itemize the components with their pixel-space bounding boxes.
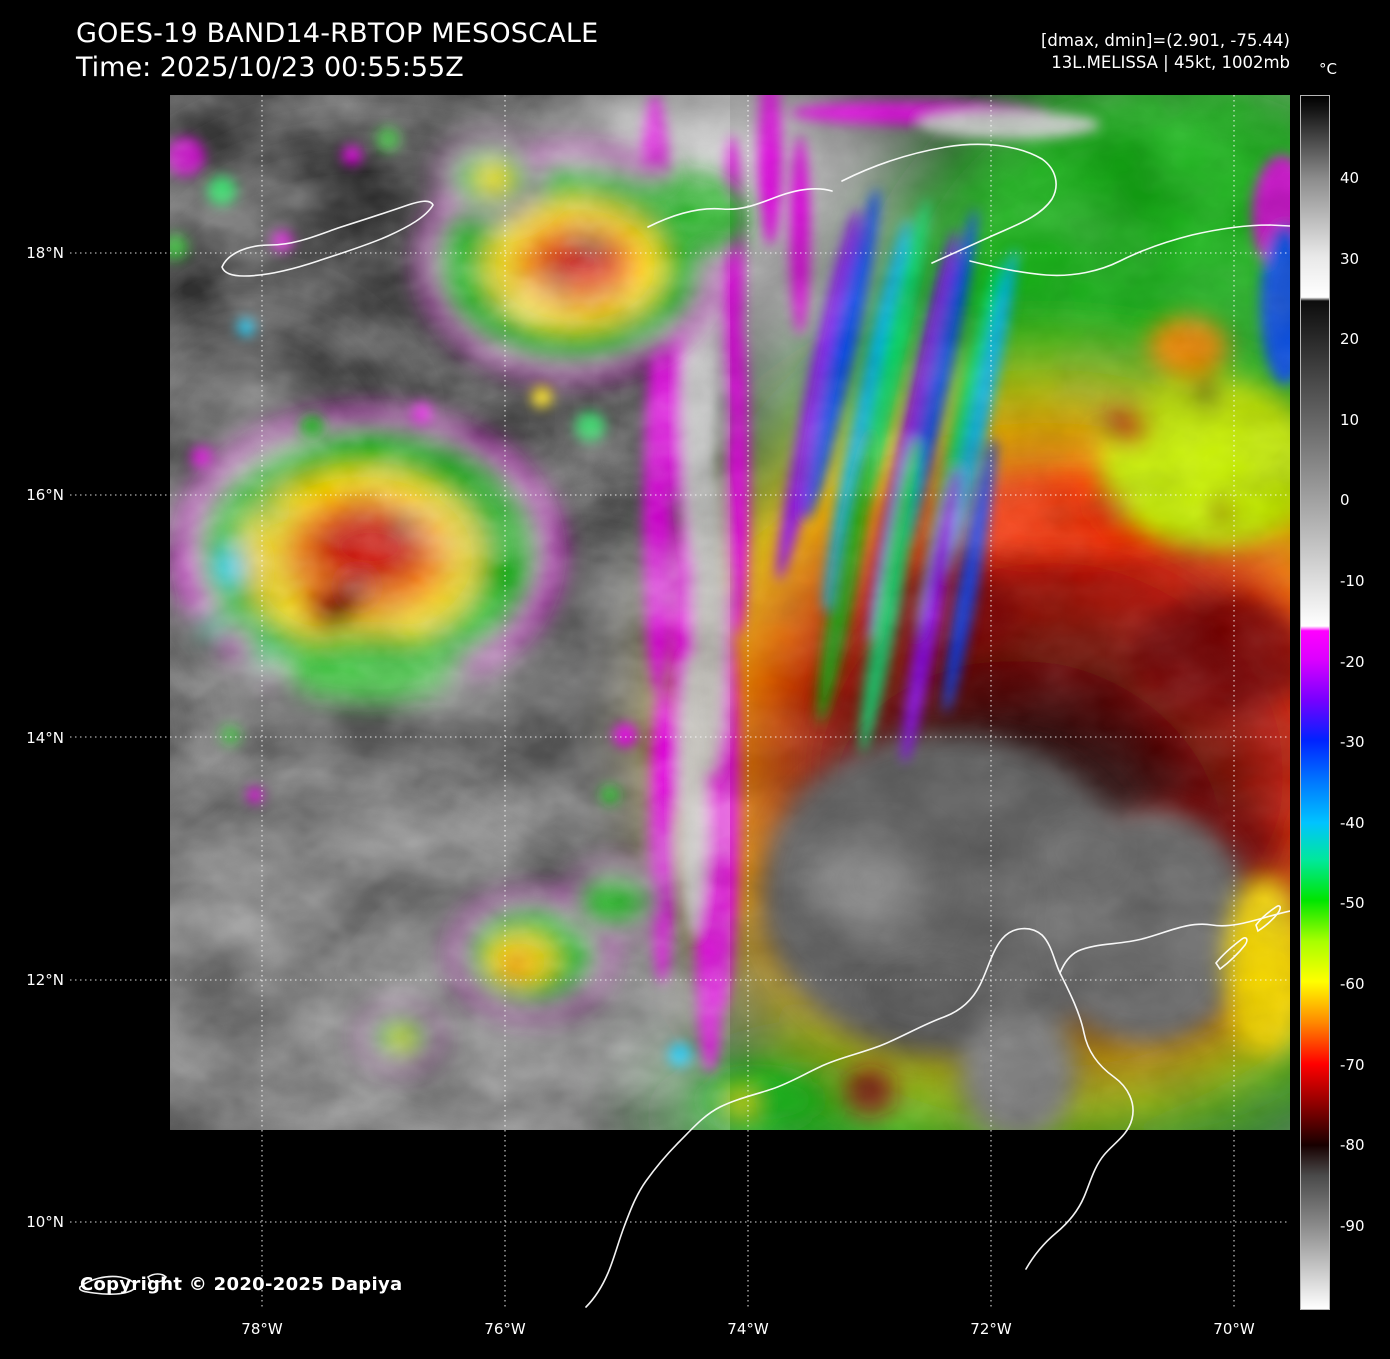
page-title: GOES-19 BAND14-RBTOP MESOSCALE bbox=[76, 18, 599, 49]
header-right: [dmax, dmin]=(2.901, -75.44) 13L.MELISSA… bbox=[1041, 30, 1290, 74]
colorbar-tick-label: -90 bbox=[1340, 1216, 1365, 1235]
colorbar-tick-label: -50 bbox=[1340, 894, 1365, 913]
header-left: GOES-19 BAND14-RBTOP MESOSCALE Time: 202… bbox=[76, 18, 598, 84]
colorbar-tick-label: -60 bbox=[1340, 975, 1365, 994]
timestamp: Time: 2025/10/23 00:55:55Z bbox=[76, 52, 464, 83]
lon-label: 72°W bbox=[970, 1320, 1012, 1338]
colorbar-tick-label: -40 bbox=[1340, 813, 1365, 832]
colorbar-unit: °C bbox=[1319, 60, 1337, 78]
colorbar-tick-label: -30 bbox=[1340, 733, 1365, 752]
lat-label: 16°N bbox=[26, 486, 64, 505]
lat-label: 12°N bbox=[26, 970, 64, 989]
colorbar-tick-label: -80 bbox=[1340, 1136, 1365, 1155]
satellite-data-area bbox=[170, 95, 1290, 1130]
dmax-dmin-readout: [dmax, dmin]=(2.901, -75.44) bbox=[1041, 31, 1290, 50]
lon-label: 74°W bbox=[727, 1320, 769, 1338]
colorbar-gradient bbox=[1301, 96, 1329, 1309]
satellite-scene bbox=[70, 95, 1290, 1310]
lon-label: 70°W bbox=[1213, 1320, 1255, 1338]
storm-info: 13L.MELISSA | 45kt, 1002mb bbox=[1051, 53, 1290, 72]
colorbar-tick-label: 0 bbox=[1340, 491, 1350, 510]
lat-label: 10°N bbox=[26, 1213, 64, 1232]
coastlines bbox=[78, 143, 1290, 1308]
lat-label: 18°N bbox=[26, 244, 64, 262]
colorbar bbox=[1300, 95, 1330, 1310]
copyright-watermark: Copyright © 2020-2025 Dapiya bbox=[80, 1274, 403, 1295]
colorbar-tick-label: -70 bbox=[1340, 1055, 1365, 1074]
colorbar-tick-label: -10 bbox=[1340, 572, 1365, 591]
lon-label: 78°W bbox=[241, 1320, 283, 1338]
colorbar-tick-label: 10 bbox=[1340, 410, 1360, 429]
lat-label: 14°N bbox=[26, 728, 64, 747]
colorbar-tick-label: -20 bbox=[1340, 652, 1365, 671]
colorbar-tick-label: 40 bbox=[1340, 169, 1360, 187]
colorbar-tick-label: 30 bbox=[1340, 249, 1360, 268]
graticule bbox=[70, 95, 1290, 1310]
colorbar-tick-label: 20 bbox=[1340, 330, 1360, 349]
lon-label: 76°W bbox=[484, 1320, 526, 1338]
